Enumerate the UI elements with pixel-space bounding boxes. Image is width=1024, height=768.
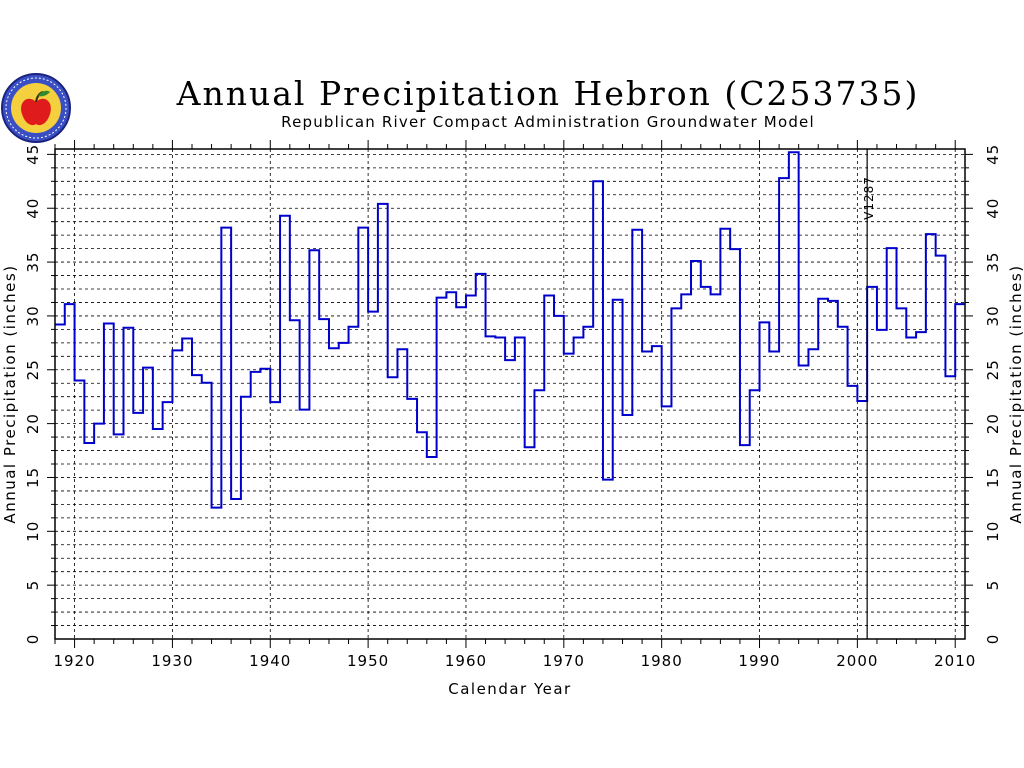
- series: [55, 151, 965, 509]
- y-tick-label-left: 5: [24, 580, 42, 591]
- y-tick-label-right: 5: [984, 580, 1002, 591]
- chart-title: Annual Precipitation Hebron (C253735): [176, 74, 920, 113]
- marker-label: V1287: [862, 176, 876, 220]
- x-tick-label: 2010: [934, 652, 976, 670]
- y-tick-label-left: 40: [24, 198, 42, 219]
- x-tick-label: 1920: [53, 652, 95, 670]
- ticks: 0 0 5 5 10 10 15 15 20 20 25 25 30 30 35 35 40 40 45 45 1920…: [24, 140, 1002, 670]
- y-tick-label-right: 30: [984, 305, 1002, 326]
- y-tick-label-left: 15: [24, 467, 42, 488]
- x-tick-label: 1950: [347, 652, 389, 670]
- y-axis-label-right: Annual Precipitation (inches): [1007, 264, 1024, 523]
- plot-frame: [54, 148, 966, 640]
- x-tick-label: 1980: [641, 652, 683, 670]
- y-tick-label-left: 25: [24, 359, 42, 380]
- y-tick-label-left: 30: [24, 305, 42, 326]
- y-tick-label-right: 15: [984, 467, 1002, 488]
- x-tick-label: 1940: [249, 652, 291, 670]
- y-tick-label-right: 0: [984, 634, 1002, 645]
- grid: [55, 149, 965, 639]
- y-tick-label-left: 10: [24, 521, 42, 542]
- y-tick-label-left: 35: [24, 252, 42, 273]
- y-tick-label-right: 40: [984, 198, 1002, 219]
- y-tick-label-right: 35: [984, 252, 1002, 273]
- y-axis-label-left: Annual Precipitation (inches): [1, 264, 19, 523]
- y-tick-label-left: 0: [24, 634, 42, 645]
- y-tick-label-right: 10: [984, 521, 1002, 542]
- x-tick-label: 2000: [836, 652, 878, 670]
- x-tick-label: 1990: [738, 652, 780, 670]
- x-tick-label: 1970: [543, 652, 585, 670]
- marker-line: V1287: [862, 149, 876, 639]
- y-tick-label-left: 20: [24, 413, 42, 434]
- y-tick-label-left: 45: [24, 144, 42, 165]
- chart-subtitle: Republican River Compact Administration …: [281, 113, 815, 131]
- y-tick-label-right: 45: [984, 144, 1002, 165]
- y-tick-label-right: 25: [984, 359, 1002, 380]
- y-tick-label-right: 20: [984, 413, 1002, 434]
- x-tick-label: 1930: [151, 652, 193, 670]
- x-axis-label: Calendar Year: [448, 680, 571, 698]
- x-tick-label: 1960: [445, 652, 487, 670]
- series-line: [55, 151, 965, 509]
- seal-logo-icon: [1, 73, 71, 143]
